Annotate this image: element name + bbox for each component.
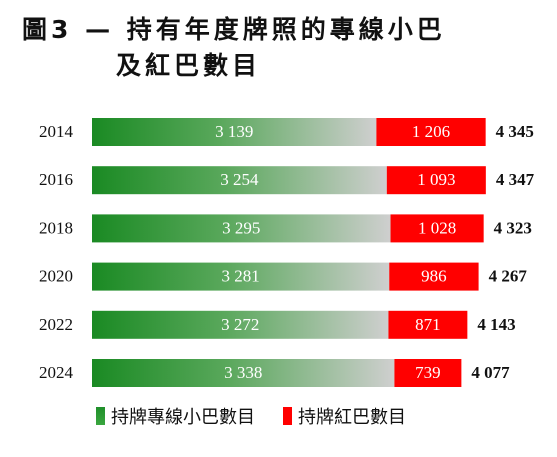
data-label-redbus: 1 093 — [417, 170, 455, 189]
legend-item-minibus: 持牌專線小巴數目 — [96, 403, 255, 429]
data-label-redbus: 871 — [415, 315, 441, 334]
bar-redbus — [376, 118, 486, 146]
category-label: 2014 — [39, 122, 74, 141]
data-label-minibus: 3 272 — [221, 315, 259, 334]
data-label-minibus: 3 139 — [215, 122, 253, 141]
legend-swatch-red — [283, 407, 292, 425]
data-label-redbus: 739 — [415, 363, 441, 382]
data-label-minibus: 3 295 — [222, 218, 260, 237]
legend-label-redbus: 持牌紅巴數目 — [298, 407, 406, 428]
chart-title: 圖3 — 持有年度牌照的專線小巴 及紅巴數目 — [22, 12, 542, 84]
legend: 持牌專線小巴數目 持牌紅巴數目 — [96, 403, 406, 429]
bar-minibus — [92, 118, 377, 146]
bar-minibus — [92, 166, 387, 195]
category-label: 2020 — [39, 267, 73, 286]
legend-label-minibus: 持牌專線小巴數目 — [111, 407, 255, 428]
chart-title-line1: 圖3 — 持有年度牌照的專線小巴 — [22, 15, 446, 44]
data-label-total: 4 143 — [477, 315, 515, 334]
data-label-total: 4 323 — [494, 218, 532, 237]
data-label-minibus: 3 338 — [224, 363, 262, 382]
bars-layer: 2014 3 139 1 206 4 345 2016 3 254 1 093 4 347 20… — [39, 118, 535, 387]
bar-redbus — [390, 214, 484, 243]
category-label: 2022 — [39, 315, 73, 334]
bar-redbus — [386, 166, 486, 195]
bar-minibus — [92, 359, 395, 387]
data-label-redbus: 1 028 — [418, 218, 456, 237]
data-label-total: 4 267 — [489, 267, 528, 286]
data-label-redbus: 1 206 — [412, 122, 450, 141]
bar-redbus — [389, 262, 479, 291]
chart-title-line2: 及紅巴數目 — [116, 51, 262, 80]
category-label: 2018 — [39, 218, 73, 237]
legend-item-redbus: 持牌紅巴數目 — [283, 403, 406, 429]
bar-minibus — [92, 262, 390, 291]
data-label-total: 4 077 — [471, 363, 510, 382]
bar-minibus — [92, 214, 391, 243]
legend-swatch-green — [96, 407, 105, 425]
data-label-total: 4 347 — [496, 170, 535, 189]
data-label-minibus: 3 281 — [222, 267, 260, 286]
category-label: 2016 — [39, 170, 73, 189]
data-label-minibus: 3 254 — [220, 170, 259, 189]
data-label-total: 4 345 — [496, 122, 534, 141]
data-label-redbus: 986 — [421, 267, 447, 286]
bar-redbus — [394, 359, 462, 387]
bar-minibus — [92, 310, 389, 339]
category-label: 2024 — [39, 363, 74, 382]
bar-redbus — [388, 310, 468, 339]
